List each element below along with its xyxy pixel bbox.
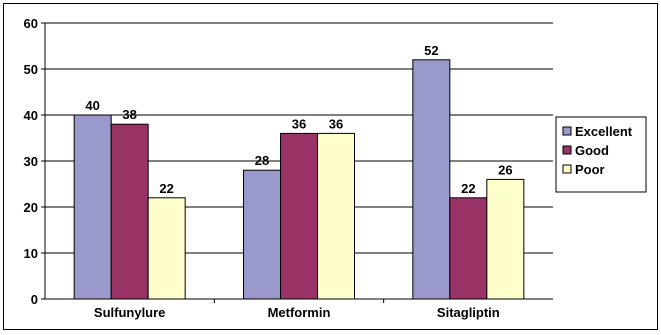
- data-label: 36: [329, 116, 343, 131]
- bar-good: [280, 132, 318, 300]
- bar-excellent: [412, 59, 451, 300]
- y-tick-label: 60: [24, 16, 38, 31]
- bars: [73, 59, 525, 300]
- data-label: 22: [461, 181, 475, 196]
- chart-container: 0 10 20 30 40 50 60 Sulfunylure Metformin Sitagli…: [3, 3, 658, 330]
- legend-swatch: [562, 164, 572, 174]
- data-label: 38: [122, 107, 136, 122]
- legend-label: Poor: [575, 162, 605, 177]
- data-label: 36: [292, 116, 306, 131]
- y-tick-label: 0: [31, 292, 38, 307]
- y-tick-label: 30: [24, 154, 38, 169]
- x-tick-label: Metformin: [268, 305, 331, 320]
- bar-poor: [317, 132, 355, 300]
- bar-excellent: [73, 114, 112, 300]
- bar-poor: [486, 178, 525, 300]
- bar-poor: [147, 197, 186, 300]
- axes: 0 10 20 30 40 50 60 Sulfunylure Metformin Sitagli…: [24, 16, 553, 320]
- data-label: 22: [159, 181, 173, 196]
- y-tick-label: 40: [24, 108, 38, 123]
- bar-excellent: [243, 169, 281, 300]
- data-label: 28: [255, 153, 269, 168]
- legend-label: Excellent: [575, 124, 633, 139]
- bar-chart: 0 10 20 30 40 50 60 Sulfunylure Metformin Sitagli…: [3, 3, 658, 330]
- data-label: 40: [85, 98, 99, 113]
- legend-swatch: [562, 145, 572, 155]
- bar-good: [449, 197, 488, 300]
- y-tick-label: 20: [24, 200, 38, 215]
- data-label: 26: [498, 162, 512, 177]
- legend-swatch: [562, 126, 572, 136]
- legend: Excellent Good Poor: [555, 116, 647, 193]
- data-labels: 40 38 22 28 36 36 52 22 26: [85, 43, 512, 196]
- x-tick-label: Sitagliptin: [437, 305, 500, 320]
- bar-good: [110, 123, 149, 300]
- x-tick-label: Sulfunylure: [94, 305, 166, 320]
- legend-label: Good: [575, 143, 609, 158]
- y-tick-label: 10: [24, 246, 38, 261]
- y-tick-label: 50: [24, 62, 38, 77]
- data-label: 52: [424, 43, 438, 58]
